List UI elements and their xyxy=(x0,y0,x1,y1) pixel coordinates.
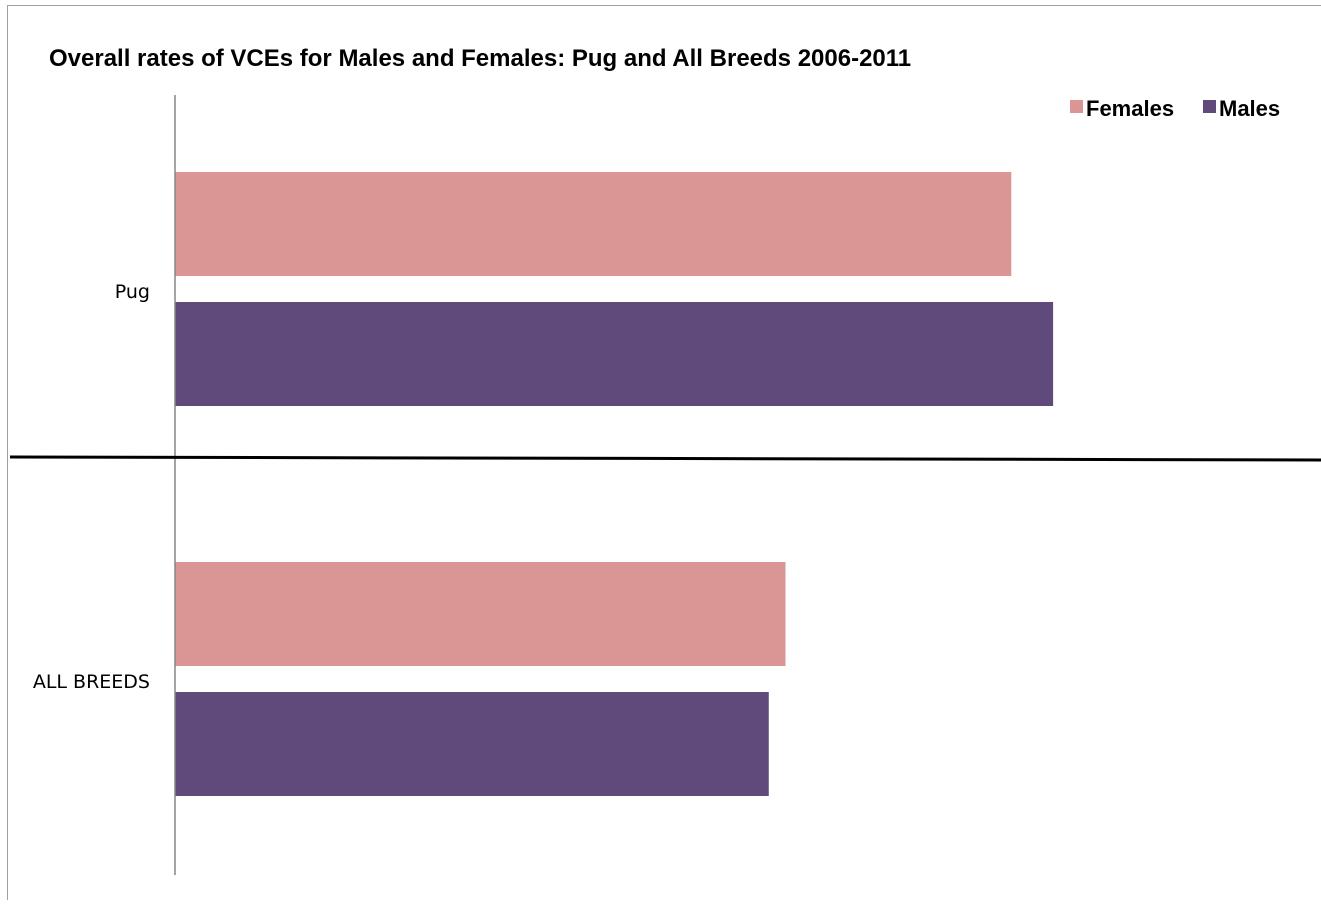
legend-swatch-females xyxy=(1070,100,1083,113)
bar-females-all-breeds xyxy=(175,562,785,666)
bar-females-pug xyxy=(175,172,1011,276)
category-label-all-breeds: ALL BREEDS xyxy=(33,671,150,693)
bar-males-pug xyxy=(175,302,1053,406)
chart-title: Overall rates of VCEs for Males and Fema… xyxy=(49,45,911,72)
bars-group xyxy=(175,172,1053,796)
legend-label-females: Females xyxy=(1086,96,1174,121)
category-label-pug: Pug xyxy=(115,281,150,303)
legend-label-males: Males xyxy=(1219,96,1280,121)
legend-swatch-males xyxy=(1203,100,1216,113)
bar-males-all-breeds xyxy=(175,692,769,796)
legend: Females Males xyxy=(1070,96,1280,121)
group-separator xyxy=(10,457,1321,460)
